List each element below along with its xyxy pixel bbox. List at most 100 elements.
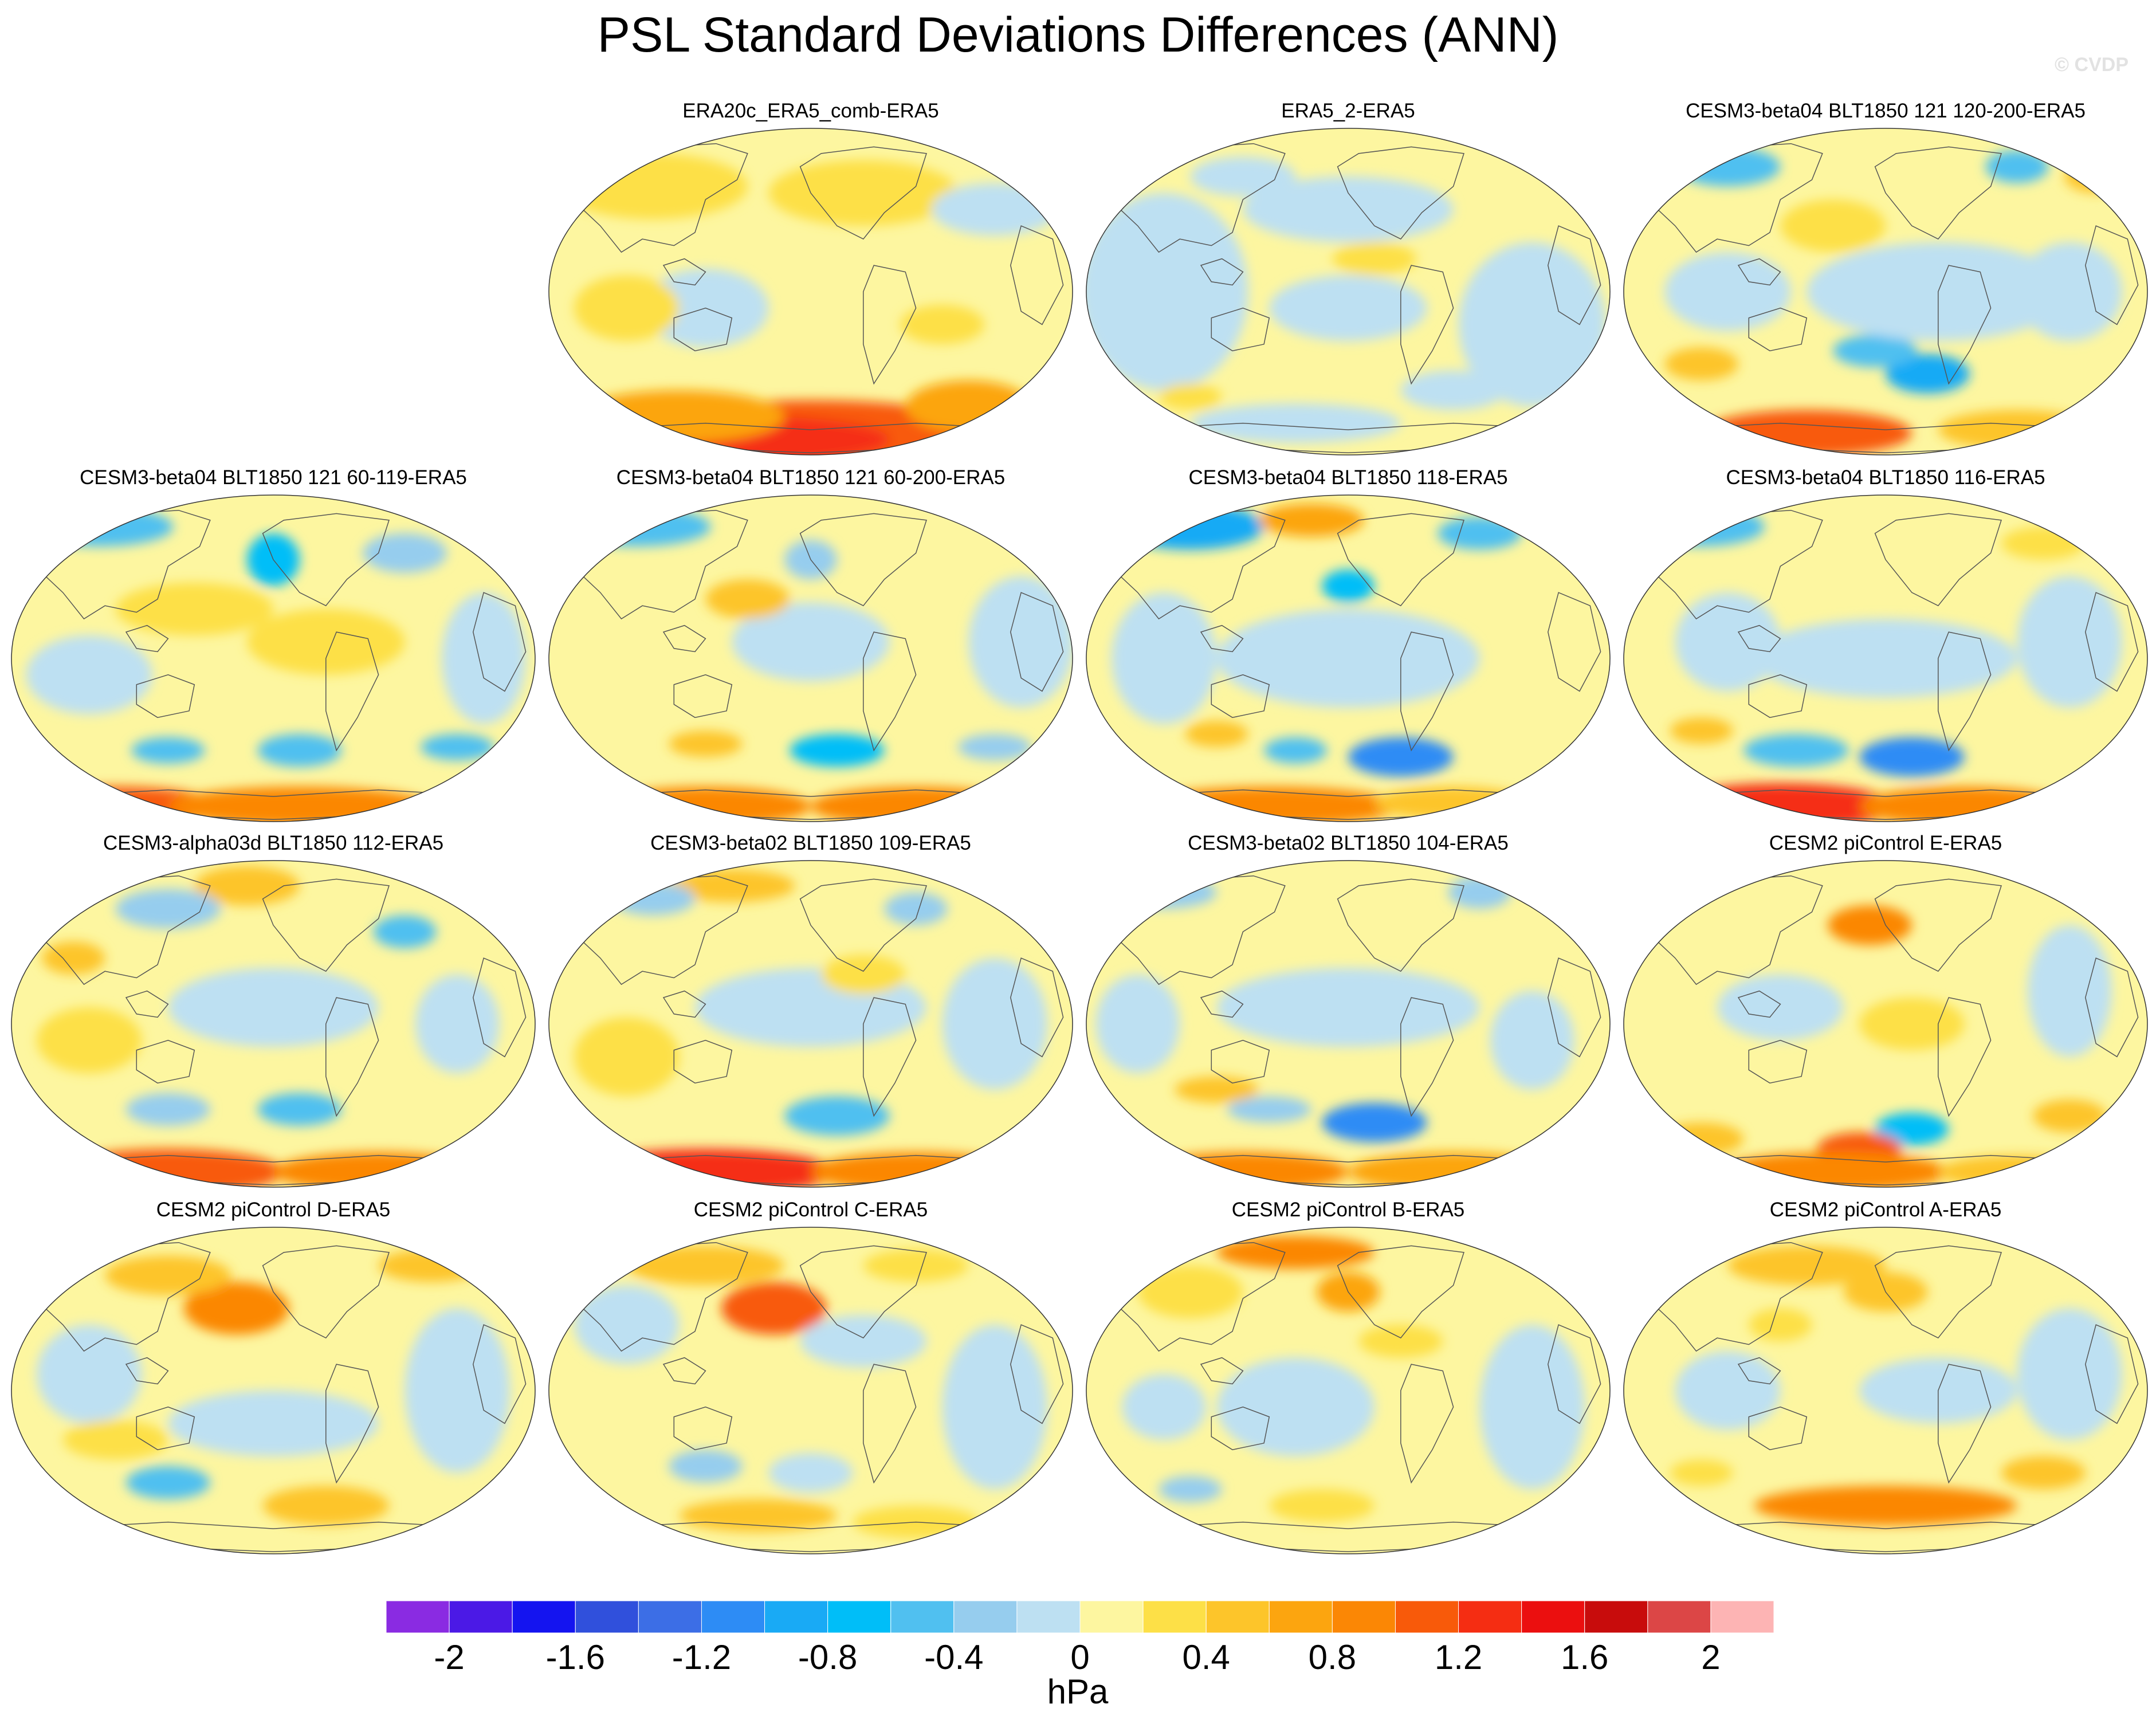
negative-anomaly-region: [790, 734, 884, 767]
negative-anomaly-region: [373, 916, 436, 948]
positive-anomaly-region: [1938, 1156, 2096, 1188]
positive-anomaly-region: [1664, 348, 1738, 380]
negative-anomaly-region: [932, 183, 1058, 236]
colorbar-box: [1585, 1601, 1648, 1633]
negative-anomaly-region: [1639, 507, 1765, 547]
colorbar-tick-label: -1.6: [546, 1637, 605, 1677]
panel-title: ERA20c_ERA5_comb-ERA5: [547, 100, 1074, 123]
positive-anomaly-region: [769, 160, 958, 226]
negative-anomaly-region: [442, 592, 526, 724]
negative-anomaly-region: [1448, 876, 1511, 909]
colorbar-tick-label: 0.4: [1182, 1637, 1230, 1677]
positive-anomaly-region: [680, 1499, 837, 1531]
negative-anomaly-region: [800, 1315, 926, 1368]
positive-anomaly-region: [1670, 1460, 1733, 1486]
colorbar-box: [575, 1601, 638, 1633]
negative-anomaly-region: [116, 889, 221, 929]
colorbar-tick-label: 2: [1701, 1637, 1720, 1677]
negative-anomaly-region: [1480, 1325, 1585, 1489]
negative-anomaly-region: [1438, 517, 1522, 549]
negative-anomaly-region: [1859, 737, 1965, 777]
positive-anomaly-region: [1217, 1236, 1375, 1269]
map-panel: [1623, 1226, 2149, 1555]
positive-anomaly-region: [1159, 384, 1222, 410]
negative-anomaly-region: [1112, 592, 1217, 724]
panel-title: CESM2 piControl E-ERA5: [1622, 832, 2149, 855]
colorbar-tick-label: -2: [434, 1637, 464, 1677]
map-panel: [1085, 1226, 1611, 1555]
negative-anomaly-region: [1217, 968, 1480, 1047]
colorbar-tick-label: 1.2: [1435, 1637, 1482, 1677]
negative-anomaly-region: [1122, 1374, 1206, 1440]
positive-anomaly-region: [2033, 1099, 2107, 1132]
positive-anomaly-region: [821, 955, 905, 994]
colorbar-box: [1080, 1601, 1143, 1633]
positive-anomaly-region: [705, 579, 790, 619]
negative-anomaly-region: [564, 507, 711, 547]
negative-anomaly-region: [168, 1391, 378, 1456]
colorbar-box: [1017, 1601, 1080, 1633]
positive-anomaly-region: [1780, 199, 1886, 252]
negative-anomaly-region: [1401, 371, 1506, 410]
panel-title: CESM3-beta04 BLT1850 121 60-200-ERA5: [547, 466, 1074, 489]
negative-anomaly-region: [1264, 737, 1327, 764]
negative-anomaly-region: [1675, 1351, 1781, 1430]
colorbar-tick-label: -0.4: [924, 1637, 983, 1677]
positive-anomaly-region: [116, 583, 273, 635]
map-panel: [1623, 859, 2149, 1188]
positive-anomaly-region: [37, 1007, 142, 1073]
negative-anomaly-region: [2017, 576, 2123, 708]
negative-anomaly-region: [1322, 570, 1375, 602]
negative-anomaly-region: [1217, 1358, 1375, 1456]
colorbar-box: [765, 1601, 828, 1633]
negative-anomaly-region: [885, 892, 948, 925]
map-panel: [548, 494, 1074, 823]
colorbar-box: [512, 1601, 575, 1633]
negative-anomaly-region: [574, 1285, 680, 1364]
colorbar: -2 -1.6 -1.2 -0.8 -0.4 0 0.4 0.8 1.2 1.6 2 hPa: [0, 1593, 2156, 1724]
positive-anomaly-region: [2001, 527, 2086, 559]
negative-anomaly-region: [942, 1325, 1048, 1489]
map-panel: [10, 859, 536, 1188]
colorbar-box: [449, 1601, 512, 1633]
colorbar-box: [1395, 1601, 1458, 1633]
panel-title: ERA5_2-ERA5: [1085, 100, 1612, 123]
positive-anomaly-region: [863, 1249, 969, 1282]
negative-anomaly-region: [2017, 1309, 2123, 1440]
panel-title: CESM3-beta04 BLT1850 121 120-200-ERA5: [1622, 100, 2149, 123]
positive-anomaly-region: [2064, 160, 2127, 193]
negative-anomaly-region: [257, 1093, 341, 1126]
positive-anomaly-region: [558, 154, 747, 219]
colorbar-box: [386, 1601, 449, 1633]
positive-anomaly-region: [1670, 717, 1733, 744]
negative-anomaly-region: [1159, 1476, 1222, 1502]
negative-anomaly-region: [2017, 242, 2123, 341]
negative-anomaly-region: [968, 576, 1074, 708]
positive-anomaly-region: [574, 1018, 680, 1097]
negative-anomaly-region: [126, 1466, 210, 1499]
positive-anomaly-region: [574, 275, 680, 341]
map-panels: ERA20c_ERA5_comb-ERA5 ERA5_2-ERA5 CESM3-be…: [0, 0, 2156, 1547]
panel-title: CESM2 piControl A-ERA5: [1622, 1199, 2149, 1222]
map-panel: [1623, 127, 2149, 456]
colorbar-box: [1143, 1601, 1206, 1633]
colorbar-box: [1206, 1601, 1269, 1633]
negative-anomaly-region: [26, 507, 174, 547]
colorbar-box: [954, 1601, 1017, 1633]
colorbar-box: [1711, 1601, 1774, 1633]
panel-title: CESM3-beta02 BLT1850 104-ERA5: [1085, 832, 1612, 855]
colorbar-box: [1332, 1601, 1395, 1633]
panel-title: CESM2 piControl C-ERA5: [547, 1199, 1074, 1222]
positive-anomaly-region: [574, 390, 784, 443]
negative-anomaly-region: [168, 968, 378, 1047]
colorbar-box: [891, 1601, 954, 1633]
panel-title: CESM2 piControl D-ERA5: [10, 1199, 537, 1222]
positive-anomaly-region: [900, 305, 984, 344]
colorbar-box: [828, 1601, 891, 1633]
positive-anomaly-region: [1859, 998, 1965, 1050]
colorbar-box: [638, 1601, 701, 1633]
colorbar-tick-label: 1.6: [1561, 1637, 1608, 1677]
positive-anomaly-region: [1138, 1266, 1243, 1318]
colorbar-box: [1648, 1601, 1711, 1633]
positive-anomaly-region: [1659, 1122, 1743, 1155]
